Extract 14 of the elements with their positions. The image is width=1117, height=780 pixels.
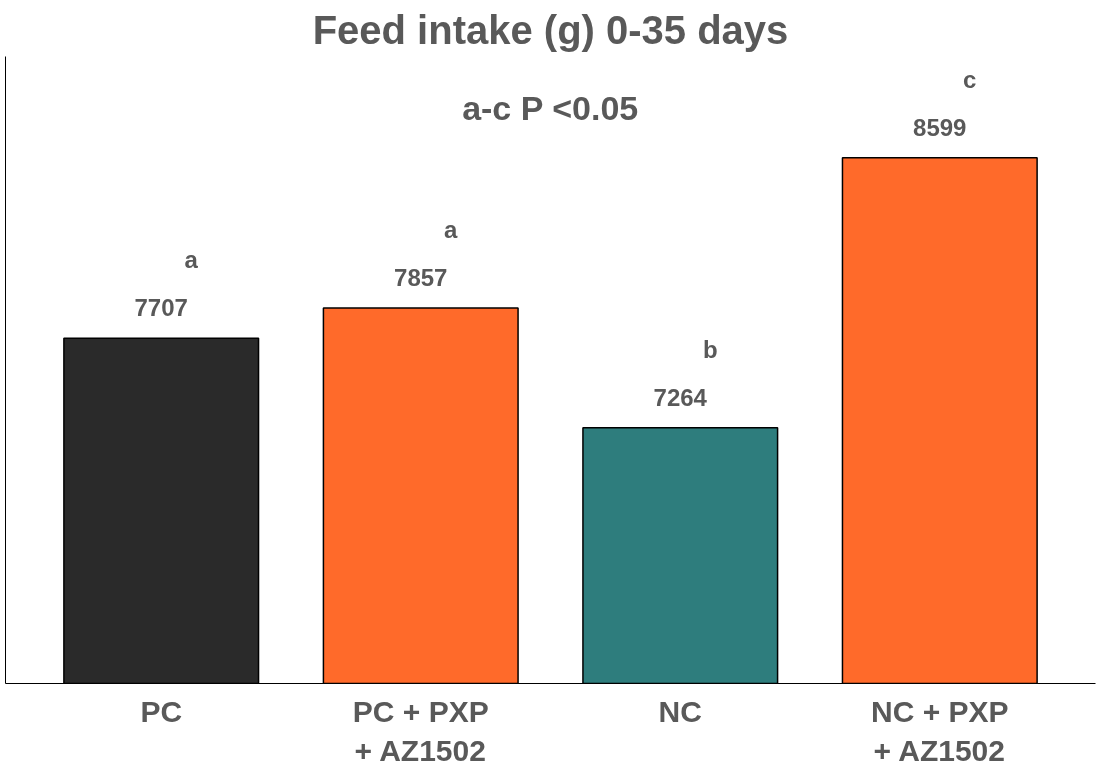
annotation: a	[184, 246, 199, 274]
x-tick-label: PC + PXP + AZ1502	[352, 694, 489, 768]
data-label: 7857	[394, 263, 448, 291]
x-tick-label: NC	[658, 694, 702, 728]
annotation: b	[702, 335, 718, 363]
data-label: 7264	[653, 383, 708, 411]
annotation: a	[444, 215, 459, 243]
chart-title: Feed intake (g) 0-35 days	[312, 7, 789, 52]
x-tick-label: NC + PXP + AZ1502	[871, 694, 1009, 768]
x-tick-label: PC	[140, 694, 183, 728]
data-label: 8599	[913, 113, 967, 141]
annotation: a-c P <0.05	[462, 88, 639, 127]
data-label: 7707	[134, 294, 188, 322]
annotation: c	[963, 65, 977, 93]
